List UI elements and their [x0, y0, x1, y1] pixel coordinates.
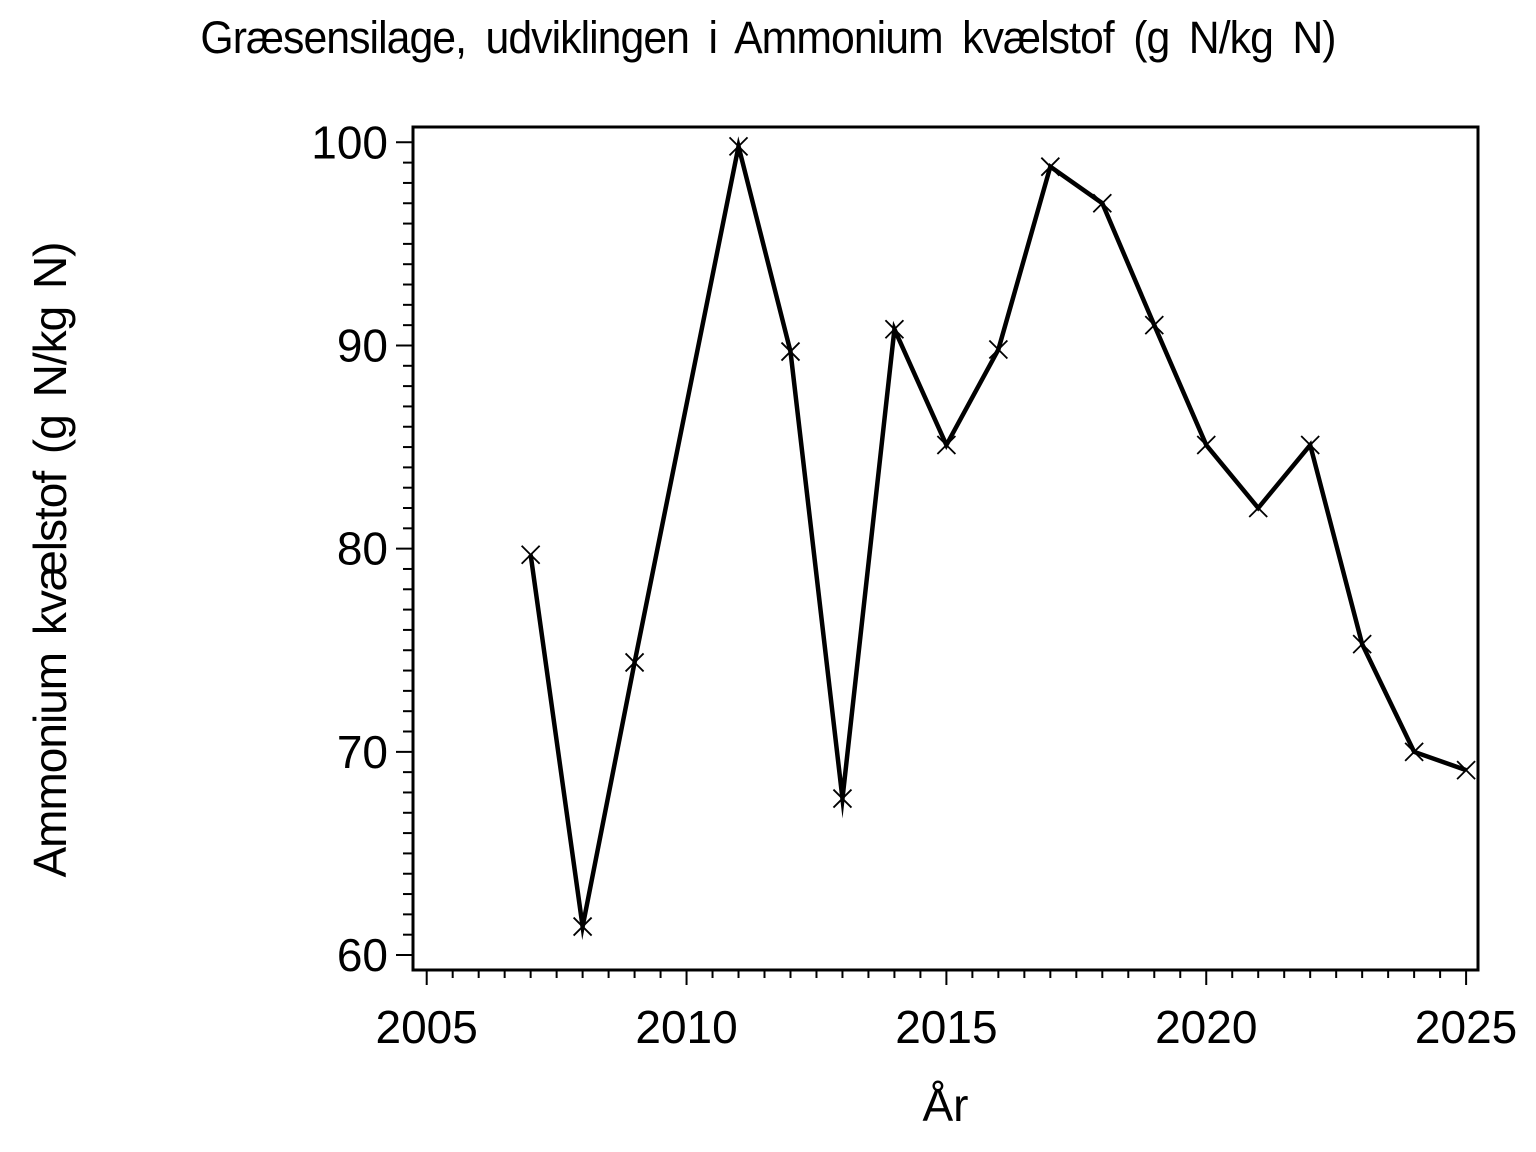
data-point-marker [1456, 760, 1476, 780]
data-point-marker [728, 136, 749, 156]
y-tick-label: 100 [311, 116, 388, 168]
data-point-marker [1144, 315, 1164, 335]
x-tick-label: 2020 [1155, 1001, 1257, 1053]
data-point-marker [832, 788, 853, 809]
data-point-marker [572, 916, 593, 937]
data-point-marker [1092, 193, 1112, 213]
series-line [528, 136, 1467, 941]
data-point-marker [780, 341, 801, 362]
data-point-marker [1040, 157, 1060, 177]
x-tick-label: 2015 [895, 1001, 997, 1053]
x-axis-title: År [922, 1079, 969, 1131]
data-point-marker [521, 545, 541, 565]
data-point-marker [1248, 498, 1268, 518]
data-point-marker [1352, 634, 1372, 654]
y-axis-title: Ammonium kvælstof (g N/kg N) [24, 242, 76, 878]
data-point-marker [1196, 435, 1216, 455]
data-point-marker [1404, 742, 1424, 762]
data-point-marker [988, 339, 1009, 360]
x-tick-label: 2025 [1415, 1001, 1517, 1053]
data-point-marker [936, 435, 957, 455]
y-tick-label: 80 [337, 523, 388, 575]
x-tick-label: 2005 [376, 1001, 478, 1053]
x-tick-label: 2010 [635, 1001, 737, 1053]
y-tick-label: 90 [337, 319, 388, 371]
data-point-marker [884, 319, 905, 339]
data-point-marker [1300, 435, 1320, 455]
y-tick-label: 70 [337, 726, 388, 778]
data-point-marker [624, 652, 645, 673]
y-tick-label: 60 [337, 929, 388, 981]
plot-frame [411, 125, 1480, 972]
chart-title: Græsensilage, udviklingen i Ammonium kvæ… [200, 12, 1336, 63]
